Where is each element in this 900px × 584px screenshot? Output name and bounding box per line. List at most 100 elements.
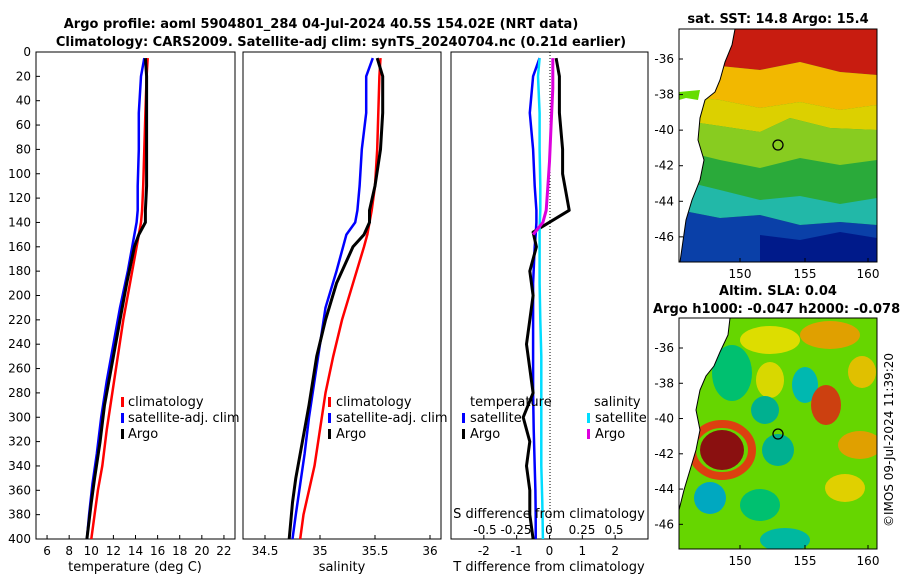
temperature-legend: climatology satellite-adj. clim Argo (121, 395, 240, 442)
series-line-satellite-s (536, 57, 545, 540)
xtick-label: 8 (65, 544, 73, 558)
xtick-label: 16 (150, 544, 165, 558)
map-xtick-label: 150 (729, 554, 752, 568)
difference-legend: temperature satellite Argo salinity sate… (462, 395, 647, 442)
temperature-xlabel: temperature (deg C) (68, 560, 202, 575)
legend-swatch-satellite (121, 413, 124, 423)
xtick-label: 36 (422, 544, 437, 558)
map-xtick-label: 160 (857, 554, 880, 568)
title-line-1: Argo profile: aoml 5904801_284 04-Jul-20… (64, 17, 579, 32)
xtick-label: 1 (579, 544, 587, 558)
map-ytick-label: -44 (654, 194, 674, 208)
sst-map-xticks: 150 155 160 (729, 258, 880, 281)
sst-map-title: sat. SST: 14.8 Argo: 15.4 (687, 12, 868, 27)
s-difference-ticks: -0.5 -0.25 0 0.25 0.5 (473, 523, 623, 537)
sla-map-title-2: Argo h1000: -0.047 h2000: -0.078 (653, 302, 900, 317)
xtick-label: 10 (84, 544, 99, 558)
legend-satellite-s: satellite (595, 411, 647, 426)
legend-swatch-climatology (328, 397, 331, 407)
xtick-label: -2 (478, 544, 490, 558)
xtick-label: 34.5 (252, 544, 279, 558)
map-xtick-label: 155 (794, 554, 817, 568)
temperature-xticks: 6 8 10 12 14 16 18 20 22 (43, 535, 232, 558)
sla-map-image (679, 318, 877, 549)
map-ytick-label: -38 (654, 88, 674, 102)
temperature-lines (85, 57, 149, 540)
depth-tick-label: 160 (8, 240, 31, 254)
salinity-legend: climatology satellite-adj. clim Argo (328, 395, 448, 442)
sst-map-yticks: -36 -38 -40 -42 -44 -46 (654, 52, 683, 244)
depth-tick-label: 260 (8, 362, 31, 376)
map-xtick-label: 155 (794, 267, 817, 281)
xtick-label: -1 (511, 544, 523, 558)
depth-tick-label: 40 (16, 94, 31, 108)
depth-tick-label: 240 (8, 337, 31, 351)
series-line-argo-t (521, 57, 571, 540)
xtick-label: 18 (172, 544, 187, 558)
legend-salinity: salinity (594, 395, 641, 410)
depth-tick-label: 140 (8, 215, 31, 229)
legend-satellite-t: satellite (470, 411, 522, 426)
series-line-argo-s (531, 58, 555, 236)
legend-argo-t: Argo (470, 427, 500, 442)
series-line-climatology (298, 58, 382, 540)
s-diff-tick-label: 0 (545, 523, 553, 537)
map-ytick-label: -36 (654, 341, 674, 355)
salinity-xticks: 34.5 35 35.5 36 (252, 535, 438, 558)
legend-swatch-argo-t (462, 429, 465, 439)
map-ytick-label: -42 (654, 447, 674, 461)
xtick-label: 20 (194, 544, 209, 558)
salinity-panel: 34.5 35 35.5 36 salinity climatology satell… (242, 51, 448, 575)
depth-tick-label: 400 (8, 532, 31, 546)
xtick-label: 35 (312, 544, 327, 558)
map-ytick-label: -40 (654, 412, 674, 426)
sla-map-panel: Altim. SLA: 0.04 Argo h1000: -0.047 h200… (653, 284, 900, 568)
depth-tick-label: 20 (16, 69, 31, 83)
map-ytick-label: -38 (654, 376, 674, 390)
sst-argo-marker (772, 139, 784, 151)
legend-satellite-adj: satellite-adj. clim (128, 411, 240, 426)
s-difference-label: S difference from climatology (453, 507, 645, 522)
series-line-argo (85, 58, 149, 540)
depth-tick-label: 100 (8, 167, 31, 181)
sla-map-frame (678, 317, 878, 550)
xtick-label: 12 (106, 544, 121, 558)
map-ytick-label: -46 (654, 517, 674, 531)
depth-tick-label: 180 (8, 264, 31, 278)
depth-tick-label: 340 (8, 459, 31, 473)
legend-swatch-climatology (121, 397, 124, 407)
depth-tick-label: 380 (8, 508, 31, 522)
legend-swatch-satellite (328, 413, 331, 423)
series-line-satellite-t (528, 57, 541, 539)
map-ytick-label: -42 (654, 159, 674, 173)
depth-tick-label: 360 (8, 483, 31, 497)
legend-satellite-adj: satellite-adj. clim (336, 411, 448, 426)
depth-tick-label: 280 (8, 386, 31, 400)
s-diff-tick-label: -0.5 (473, 523, 496, 537)
legend-temperature: temperature (470, 395, 552, 410)
map-xtick-label: 160 (857, 267, 880, 281)
depth-tick-label: 300 (8, 410, 31, 424)
series-line-climatology (90, 58, 149, 540)
depth-tick-label: 220 (8, 313, 31, 327)
series-line-satellite-adj-clim (291, 57, 374, 540)
map-ytick-label: -40 (654, 123, 674, 137)
legend-swatch-argo-s (587, 429, 590, 439)
xtick-label: 2 (611, 544, 619, 558)
xtick-label: 0 (546, 544, 554, 558)
sla-argo-marker (772, 428, 784, 440)
salinity-lines (287, 57, 385, 540)
map-ytick-label: -36 (654, 52, 674, 66)
sla-map-yticks: -36 -38 -40 -42 -44 -46 (654, 341, 683, 531)
xtick-label: 6 (43, 544, 51, 558)
copyright-text: ©IMOS 09-Jul-2024 11:39:20 (882, 353, 896, 527)
sst-map-image (679, 29, 877, 262)
temperature-axes (35, 51, 236, 540)
sla-map-title-1: Altim. SLA: 0.04 (719, 284, 837, 299)
t-difference-xlabel: T difference from climatology (452, 560, 645, 575)
depth-tick-label: 60 (16, 118, 31, 132)
salinity-axes (242, 51, 442, 540)
depth-tick-label: 320 (8, 435, 31, 449)
legend-swatch-sat-s (587, 413, 590, 423)
